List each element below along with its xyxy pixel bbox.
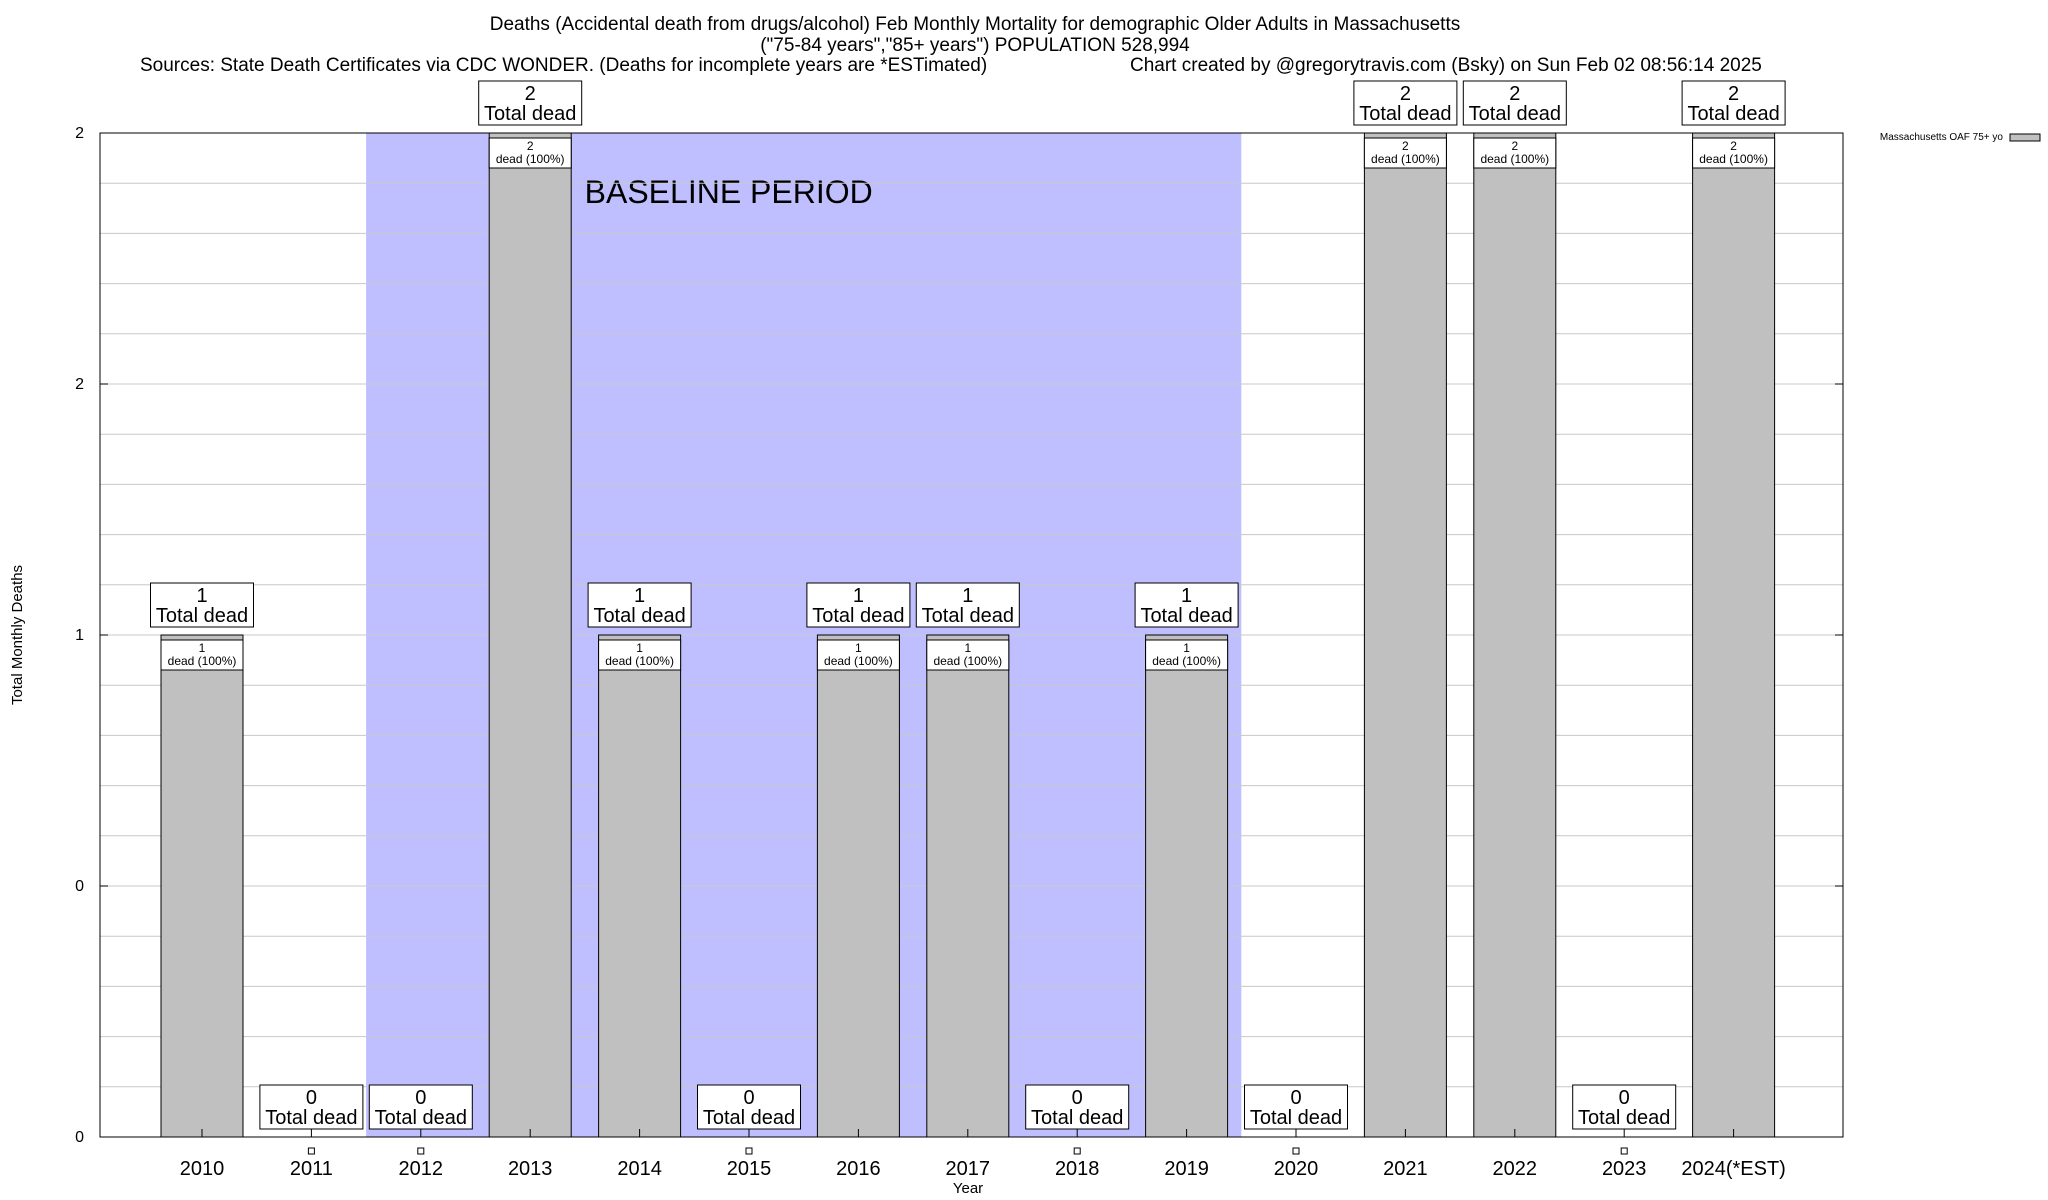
x-tick-label-2016: 2016 [836,1158,881,1180]
x-tick-label-2023: 2023 [1602,1158,1647,1180]
inner-label-box [926,639,1010,671]
total-label-2021: 2 Total dead [1359,83,1451,125]
inner-label-2010: 1 dead (100%) [168,641,237,668]
x-tick-label-2012: 2012 [399,1158,444,1180]
zero-marker-2020 [1292,1147,1300,1155]
bar-2016 [816,634,900,1138]
baseline-period-label: BASELINE PERIOD [585,174,873,210]
y-tick-label: 0 [75,878,84,895]
x-tick-label-2021: 2021 [1383,1158,1428,1180]
x-tick-label-2019: 2019 [1164,1158,1209,1180]
total-label-2020: 0 Total dead [1250,1087,1342,1129]
total-label-box [1244,1084,1348,1130]
total-label-box [587,582,692,628]
zero-marker-2015 [745,1147,753,1155]
zero-marker-2023 [1620,1147,1628,1155]
y-tick-label: 2 [75,125,84,142]
inner-label-box [598,639,682,671]
inner-label-box [1363,137,1447,169]
inner-label-box [160,639,244,671]
total-label-box [915,582,1020,628]
chart-title: Deaths (Accidental death from drugs/alco… [489,14,1461,35]
x-tick-label-2017: 2017 [946,1158,991,1180]
legend: Massachusetts OAF 75+ yo [1880,132,2041,143]
inner-label-2024(*EST): 2 dead (100%) [1699,139,1768,166]
x-tick-label-2013: 2013 [508,1158,553,1180]
axes: 0 0 1 2 2 2010 2011 2012 2013 2014 2015 2016 2017 201… [9,125,1844,1197]
bar-2022 [1473,132,1557,1138]
total-label-box [1353,80,1458,126]
x-axis-label: Year [953,1180,983,1197]
total-label-box [259,1084,364,1130]
inner-label-2022: 2 dead (100%) [1480,139,1549,166]
inner-label-2016: 1 dead (100%) [824,641,893,668]
x-tick-label-2020: 2020 [1274,1158,1319,1180]
inner-label-box [816,639,900,671]
bars-group [160,132,1776,1155]
total-label-box [806,582,911,628]
zero-marker-2011 [307,1147,315,1155]
y-tick-label: 2 [75,376,84,393]
y-axis-label: Total Monthly Deaths [9,565,26,705]
total-label-2024(*EST): 2 Total dead [1687,83,1779,125]
total-label-2017: 1 Total dead [922,585,1014,627]
bar-labels-group: 1 dead (100%) 1 Total dead 0 Total dead 0 Total… [150,80,1786,1130]
zero-marker-2012 [417,1147,425,1155]
total-label-2012: 0 Total dead [375,1087,467,1129]
total-label-box [1025,1084,1130,1130]
total-label-2019: 1 Total dead [1140,585,1232,627]
bar-2017 [926,634,1010,1138]
total-label-box [150,582,254,628]
inner-label-2021: 2 dead (100%) [1371,139,1440,166]
sources-note: Sources: State Death Certificates via CD… [140,55,988,76]
inner-label-2014: 1 dead (100%) [605,641,674,668]
x-tick-label-2018: 2018 [1055,1158,1100,1180]
zero-marker-2018 [1073,1147,1081,1155]
legend-swatch [2009,133,2041,142]
total-label-2014: 1 Total dead [593,585,685,627]
total-label-2023: 0 Total dead [1578,1087,1670,1129]
inner-label-box [488,137,572,169]
inner-label-2017: 1 dead (100%) [933,641,1002,668]
total-label-box [1462,80,1567,126]
total-label-box [697,1084,801,1130]
y-tick-label: 1 [75,627,84,644]
y-tick-label: 0 [75,1129,84,1146]
inner-label-2019: 1 dead (100%) [1152,641,1221,668]
x-tick-label-2024(*EST): 2024(*EST) [1681,1158,1786,1180]
total-label-box [1572,1084,1677,1130]
x-tick-label-2010: 2010 [180,1158,225,1180]
total-label-2016: 1 Total dead [812,585,904,627]
total-label-2010: 1 Total dead [156,585,248,627]
total-label-2022: 2 Total dead [1469,83,1561,125]
credit-note: Chart created by @gregorytravis.com (Bsk… [1130,55,1762,76]
total-label-2011: 0 Total dead [265,1087,357,1129]
inner-label-2013: 2 dead (100%) [496,139,565,166]
total-label-box [368,1084,473,1130]
inner-label-box [1145,639,1229,671]
chart-subtitle: ("75-84 years","85+ years") POPULATION 5… [760,35,1190,56]
x-tick-label-2014: 2014 [617,1158,662,1180]
total-label-box [1681,80,1786,126]
bar-2010 [160,634,244,1138]
x-tick-label-2011: 2011 [290,1158,333,1180]
x-tick-label-2022: 2022 [1493,1158,1538,1180]
total-label-2018: 0 Total dead [1031,1087,1123,1129]
bar-2021 [1363,132,1447,1138]
x-tick-label-2015: 2015 [727,1158,772,1180]
bar-2013 [488,132,572,1138]
legend-label: Massachusetts OAF 75+ yo [1880,132,2004,143]
bar-2014 [598,634,682,1138]
total-label-2015: 0 Total dead [703,1087,795,1129]
total-label-2013: 2 Total dead [484,83,576,125]
inner-label-box [1473,137,1557,169]
bar-2019 [1145,634,1229,1138]
total-label-box [1134,582,1239,628]
bar-2024(*EST) [1692,132,1776,1138]
total-label-box [478,80,583,126]
inner-label-box [1692,137,1776,169]
